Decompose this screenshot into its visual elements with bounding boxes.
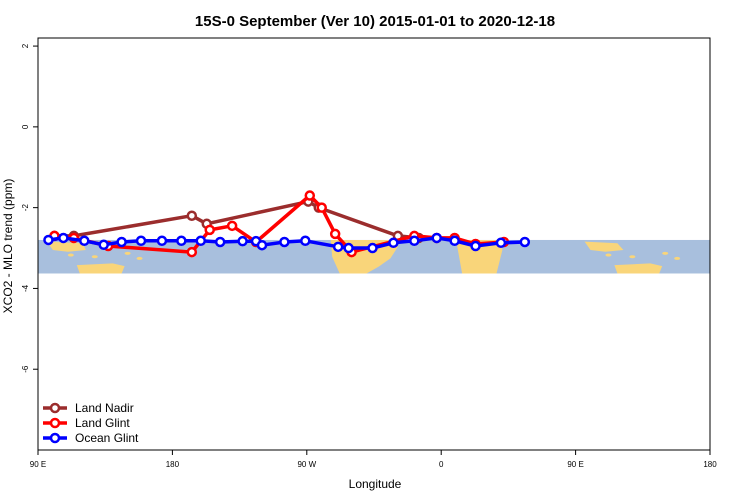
data-point [256,239,268,251]
series-ocean-glint [43,232,531,254]
data-point [58,232,69,244]
data-point [332,241,344,253]
island-3 [136,256,143,260]
legend-item: Land Glint [43,416,130,430]
data-point [329,228,341,240]
y-axis-label: XCO2 - MLO trend (ppm) [1,179,15,314]
data-point [116,236,127,248]
island-0 [67,253,74,257]
legend-item: Ocean Glint [43,431,139,445]
data-point [388,237,399,249]
y-tick-label: 2 [21,43,30,48]
data-point [519,236,531,248]
data-point [495,237,507,249]
land-indonesia-2 [584,241,624,252]
legend-label: Ocean Glint [75,431,139,445]
island-6 [662,251,669,255]
legend-item: Land Nadir [43,401,134,415]
land-africa [456,240,503,274]
y-axis: 2 0 -2 -4 -6 [21,43,38,373]
data-point [195,235,207,247]
data-point [226,220,238,232]
data-point [343,242,354,254]
legend-label: Land Nadir [75,401,134,415]
data-point [367,242,378,254]
island-7 [674,256,681,260]
data-point [79,235,90,247]
chart-title: 15S-0 September (Ver 10) 2015-01-01 to 2… [195,13,555,30]
x-axis-label: Longitude [349,477,402,491]
legend-swatch-marker [49,432,61,444]
x-axis: 90 E 180 90 W 0 90 E 180 [30,450,717,469]
island-4 [605,253,612,257]
x-tick-label: 180 [166,460,180,469]
island-1 [91,255,98,259]
y-tick-label: -6 [21,365,30,373]
data-point [135,235,147,247]
data-point [214,236,226,248]
data-point [304,190,316,201]
x-tick-label: 180 [703,460,717,469]
legend-label: Land Glint [75,416,130,430]
island-2 [124,251,131,255]
series-line [54,199,419,240]
data-point [470,240,481,252]
y-tick-label: -4 [21,284,30,292]
series-land-nadir [49,196,425,244]
land-australia-1 [76,263,125,274]
data-point [431,232,442,244]
data-point [186,246,198,258]
data-point [176,235,187,247]
data-point [43,234,54,246]
x-tick-label: 90 E [567,460,583,469]
x-tick-label: 90 W [297,460,316,469]
legend-swatch-marker [49,417,61,429]
legend-swatch-marker [49,402,61,414]
series-layer [43,190,531,258]
data-point [156,235,168,247]
x-tick-label: 0 [439,460,444,469]
data-point [237,235,248,247]
data-point [186,210,198,221]
land-indonesia-1 [47,241,86,252]
land-australia-2 [614,263,663,274]
data-point [409,235,420,247]
x-tick-label: 90 E [30,460,46,469]
island-5 [629,255,636,259]
data-point [316,202,327,213]
data-point [98,239,109,251]
data-point [204,224,215,236]
plot-frame [37,37,711,451]
y-tick-label: 0 [21,124,30,129]
data-point [300,235,311,247]
y-tick-label: -2 [21,204,30,212]
data-point [279,236,290,248]
data-point [449,235,460,247]
